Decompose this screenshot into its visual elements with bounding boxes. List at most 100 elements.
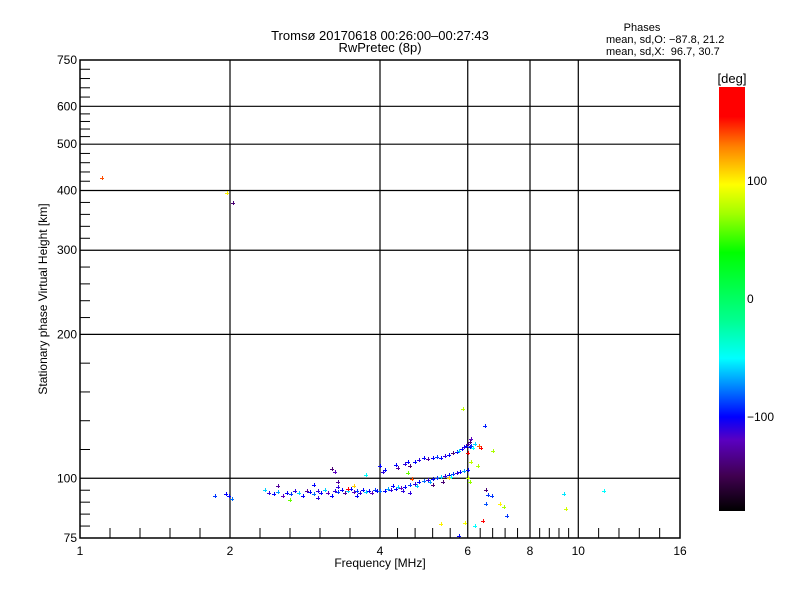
data-point xyxy=(447,453,451,457)
data-point xyxy=(289,492,293,496)
data-point xyxy=(417,480,421,484)
data-point xyxy=(461,407,465,411)
data-point xyxy=(330,467,334,471)
x-tick-label: 16 xyxy=(673,544,687,558)
y-tick-label: 200 xyxy=(57,327,77,341)
data-point xyxy=(477,444,481,448)
data-point xyxy=(466,451,470,455)
data-point xyxy=(340,488,344,492)
data-point xyxy=(443,474,447,478)
y-axis-label: Stationary phase Virtual Height [km] xyxy=(36,203,50,394)
y-tick-label: 600 xyxy=(57,99,77,113)
data-point xyxy=(336,490,340,494)
data-point xyxy=(213,494,217,498)
data-point xyxy=(355,494,359,498)
data-point xyxy=(441,480,445,484)
data-point xyxy=(367,489,371,493)
data-point xyxy=(272,492,276,496)
data-point xyxy=(422,479,426,483)
data-point xyxy=(481,519,485,523)
data-point xyxy=(466,468,470,472)
data-points xyxy=(100,176,606,538)
data-point xyxy=(285,491,289,495)
data-point xyxy=(469,444,473,448)
x-tick-label: 2 xyxy=(227,544,234,558)
plot-frame xyxy=(79,59,681,539)
data-point xyxy=(505,514,509,518)
data-point xyxy=(224,492,228,496)
data-point xyxy=(336,480,340,484)
data-point xyxy=(415,484,419,488)
data-point xyxy=(225,191,229,195)
data-point xyxy=(333,470,337,474)
data-point xyxy=(333,489,337,493)
data-point xyxy=(389,488,393,492)
data-point xyxy=(468,480,472,484)
colorbar-tick-label: −100 xyxy=(747,410,774,424)
colorbar-tick-label: 0 xyxy=(747,292,754,306)
data-point xyxy=(358,491,362,495)
data-point xyxy=(466,476,470,480)
x-tick-label: 10 xyxy=(572,544,586,558)
y-tick-label: 300 xyxy=(57,243,77,257)
data-point xyxy=(431,483,435,487)
axis-ticks xyxy=(80,68,661,538)
y-tick-label: 500 xyxy=(57,137,77,151)
data-point xyxy=(439,475,443,479)
data-point xyxy=(447,476,451,480)
data-point xyxy=(352,490,356,494)
data-point xyxy=(396,485,400,489)
data-point xyxy=(408,464,412,468)
data-point xyxy=(323,488,327,492)
data-point xyxy=(458,470,462,474)
data-point xyxy=(401,489,405,493)
data-point xyxy=(490,494,494,498)
data-point xyxy=(346,487,350,491)
data-point xyxy=(562,492,566,496)
chart-subtitle: RwPretec (8p) xyxy=(338,40,421,55)
data-point xyxy=(316,489,320,493)
data-point xyxy=(484,502,488,506)
data-point xyxy=(316,496,320,500)
data-point xyxy=(462,469,466,473)
stats-heading: Phases xyxy=(624,22,661,34)
x-axis-label: Frequency [MHz] xyxy=(334,556,425,570)
data-point xyxy=(336,485,340,489)
data-point xyxy=(426,457,430,461)
x-tick-label: 8 xyxy=(527,544,534,558)
data-point xyxy=(469,437,473,441)
data-point xyxy=(383,489,387,493)
data-point xyxy=(100,176,104,180)
data-point xyxy=(361,488,365,492)
data-point xyxy=(484,488,488,492)
colorbar-tick-label: 100 xyxy=(747,174,767,188)
data-point xyxy=(417,458,421,462)
data-point xyxy=(435,476,439,480)
data-point xyxy=(502,505,506,509)
data-point xyxy=(435,455,439,459)
data-point xyxy=(463,521,467,525)
data-point xyxy=(431,456,435,460)
data-point xyxy=(473,442,477,446)
data-point xyxy=(471,446,475,450)
data-point xyxy=(343,491,347,495)
data-point xyxy=(468,440,472,444)
data-point xyxy=(312,483,316,487)
data-point xyxy=(308,490,312,494)
colorbar-label: [deg] xyxy=(718,71,747,86)
data-point xyxy=(426,478,430,482)
data-point xyxy=(406,460,410,464)
data-point xyxy=(352,484,356,488)
data-point xyxy=(413,460,417,464)
data-point xyxy=(410,477,414,481)
grid-lines xyxy=(80,60,680,538)
data-point xyxy=(457,449,461,453)
data-point xyxy=(394,463,398,467)
data-point xyxy=(312,492,316,496)
data-point xyxy=(364,490,368,494)
data-point xyxy=(469,460,473,464)
data-point xyxy=(451,451,455,455)
y-tick-label: 100 xyxy=(57,471,77,485)
data-point xyxy=(479,446,483,450)
x-tick-label: 6 xyxy=(464,544,471,558)
